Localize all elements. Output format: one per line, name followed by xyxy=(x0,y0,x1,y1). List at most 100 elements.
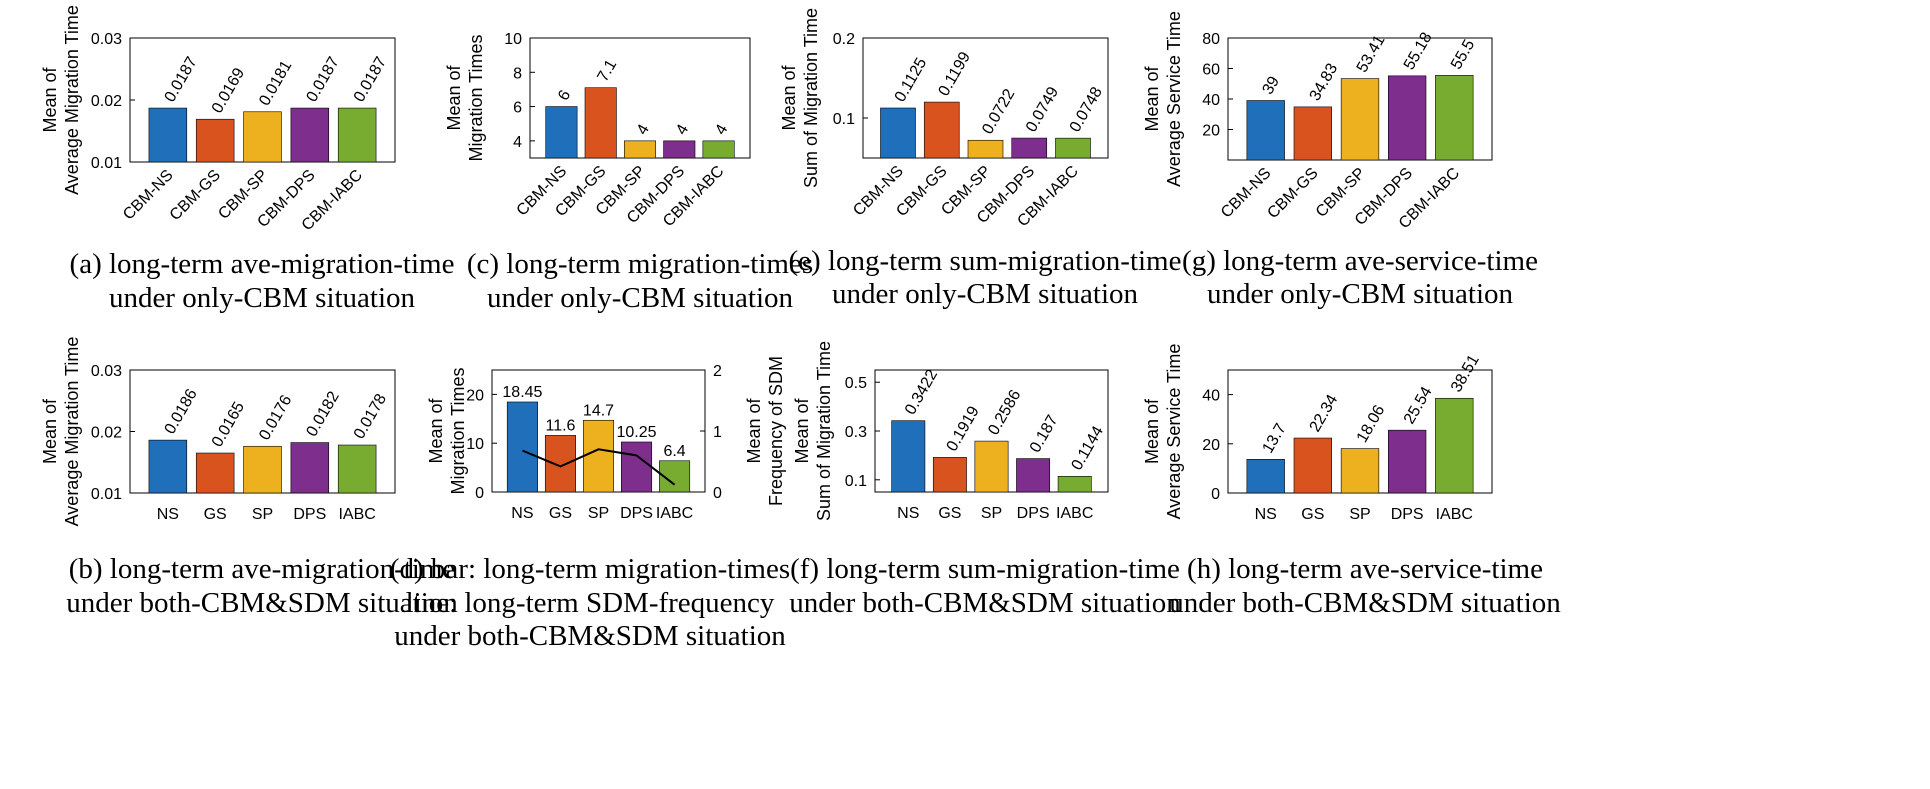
data-label: 0.1144 xyxy=(1068,423,1107,473)
x-tick-label: CBM-GS xyxy=(167,167,224,224)
bar xyxy=(1057,475,1092,493)
y-tick-label: 60 xyxy=(1202,62,1220,79)
bar xyxy=(923,101,960,159)
panel-caption: (d) bar: long-term migration-times xyxy=(390,553,790,585)
bar xyxy=(337,107,377,163)
data-label: 0.0722 xyxy=(979,86,1018,137)
y-tick-label: 80 xyxy=(1202,31,1220,48)
y-tick-label: 0.02 xyxy=(91,425,122,442)
x-tick-label: NS xyxy=(897,505,919,522)
y-axis-label: Average Migration Time xyxy=(62,5,82,195)
bar xyxy=(1387,75,1427,161)
data-label: 11.6 xyxy=(545,417,575,434)
data-label: 55.5 xyxy=(1448,37,1478,73)
x-tick-label: NS xyxy=(511,505,533,522)
data-label: 0.1125 xyxy=(892,55,931,105)
y-axis-label: Average Migration Time xyxy=(62,337,82,527)
bar xyxy=(663,140,696,159)
x-tick-label: SP xyxy=(252,506,273,523)
bar xyxy=(290,442,330,494)
data-label: 4 xyxy=(634,122,653,138)
bar xyxy=(1435,75,1474,161)
bar xyxy=(1011,137,1048,159)
x-tick-label: SP xyxy=(1349,506,1370,523)
bar xyxy=(582,419,615,493)
panel-caption: (h) long-term ave-service-time xyxy=(1187,553,1543,585)
y-tick-label: 0 xyxy=(475,485,484,502)
y2-tick-label: 1 xyxy=(713,424,722,441)
bar xyxy=(243,445,282,494)
bar xyxy=(1246,100,1285,161)
data-label: 0.0178 xyxy=(351,391,390,442)
panel-caption: (c) long-term migration-times xyxy=(467,248,813,280)
x-tick-label: IABC xyxy=(1436,506,1473,523)
data-label: 0.2586 xyxy=(985,387,1024,438)
y-tick-label: 0.02 xyxy=(91,93,122,110)
panel-caption: under only-CBM situation xyxy=(487,282,794,314)
x-tick-label: GS xyxy=(204,506,227,523)
chart-panel-a: 0.01 0.02 0.03 Mean of Average Migration Tim… xyxy=(40,5,454,314)
data-label: 22.34 xyxy=(1307,392,1342,435)
y-axis-label: Sum of Migration Time xyxy=(801,8,821,188)
y-tick-label: 0.1 xyxy=(845,473,867,490)
y-tick-label: 0.1 xyxy=(833,111,855,128)
bar xyxy=(148,439,188,494)
x-tick-label: GS xyxy=(549,505,572,522)
y-tick-label: 0.5 xyxy=(845,375,867,392)
y-axis-label: Mean of xyxy=(779,64,799,130)
bar xyxy=(967,139,1004,159)
y-axis-label: Mean of xyxy=(1142,398,1162,464)
y-tick-label: 20 xyxy=(466,387,484,404)
y-tick-label: 0.03 xyxy=(91,31,122,48)
panel-caption: under both-CBM&SDM situation xyxy=(394,620,786,652)
data-label: 53.41 xyxy=(1354,32,1389,75)
y-tick-label: 6 xyxy=(513,100,522,117)
y-axis-label: Sum of Migration Time xyxy=(814,341,834,521)
data-label: 18.06 xyxy=(1354,402,1389,445)
y-axis-label: Mean of xyxy=(792,397,812,463)
y-tick-label: 40 xyxy=(1202,388,1220,405)
bar xyxy=(148,107,188,163)
x-tick-label: DPS xyxy=(1391,506,1424,523)
y-axis-label: Mean of xyxy=(444,64,464,130)
bar xyxy=(1340,448,1380,494)
x-tick-label: DPS xyxy=(1017,505,1050,522)
bar xyxy=(1293,437,1333,494)
data-label: 18.45 xyxy=(502,384,542,401)
bar xyxy=(1387,429,1427,494)
x-tick-label: CBM-NS xyxy=(120,167,177,224)
data-label: 0.0165 xyxy=(209,399,248,450)
y-tick-label: 20 xyxy=(1202,123,1220,140)
data-label: 0.0187 xyxy=(351,54,390,105)
y-tick-label: 10 xyxy=(504,31,522,48)
data-label: 0.0187 xyxy=(162,54,201,105)
panel-caption: (f) long-term sum-migration-time xyxy=(790,553,1180,585)
data-label: 0.0748 xyxy=(1067,84,1106,135)
bar xyxy=(1246,458,1285,494)
panel-caption: under both-CBM&SDM situation xyxy=(789,587,1181,619)
y-tick-label: 0.2 xyxy=(833,31,855,48)
data-label: 6.4 xyxy=(663,443,685,460)
bar xyxy=(932,457,967,493)
x-tick-label: DPS xyxy=(620,505,653,522)
panel-caption: under only-CBM situation xyxy=(109,282,416,314)
data-label: 34.83 xyxy=(1307,61,1342,104)
panel-caption: (b) long-term ave-migration-time xyxy=(69,553,456,585)
y2-axis-label: Mean of xyxy=(744,397,764,463)
y-tick-label: 0.3 xyxy=(845,424,867,441)
chart-panel-h: 0 20 40 Mean of Average Service Time 13.7 NS 22… xyxy=(1142,344,1561,619)
y-axis-label: Mean of xyxy=(1142,65,1162,131)
y-axis-label: Migration Times xyxy=(466,34,486,161)
x-tick-label: CBM-GS xyxy=(1264,165,1321,222)
bar xyxy=(621,441,653,493)
y-axis-label: Mean of xyxy=(40,398,60,464)
panel-caption: under only-CBM situation xyxy=(832,278,1139,310)
panel-caption: under both-CBM&SDM situation xyxy=(1169,587,1561,619)
data-label: 0.1199 xyxy=(935,49,974,99)
data-label: 25.54 xyxy=(1401,384,1436,427)
y-axis-label: Mean of xyxy=(426,397,446,463)
data-label: 7.1 xyxy=(594,57,620,85)
bar xyxy=(1340,78,1380,161)
